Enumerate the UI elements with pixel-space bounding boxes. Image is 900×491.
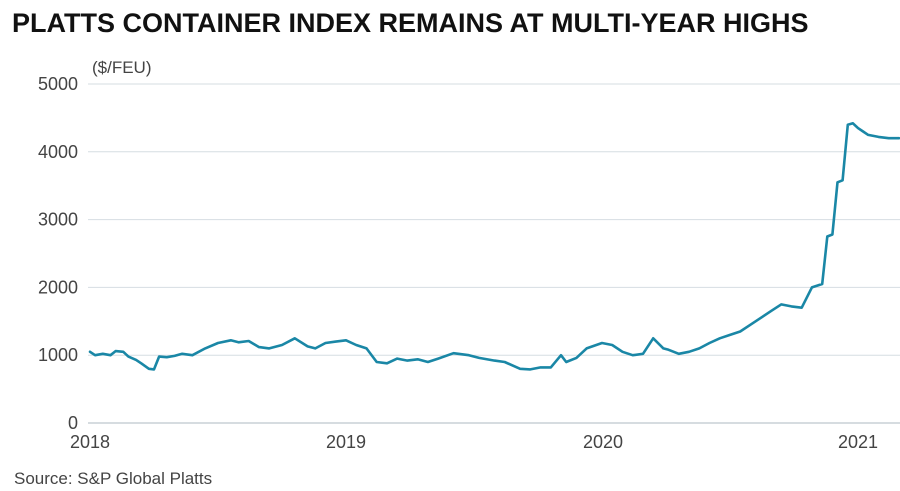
series-line <box>88 122 900 371</box>
x-tick-label: 2021 <box>838 432 878 452</box>
y-tick-label: 2000 <box>38 277 78 297</box>
y-tick-label: 3000 <box>38 210 78 230</box>
y-axis-unit-label: ($/FEU) <box>92 58 152 77</box>
gridlines <box>88 83 900 356</box>
x-axis-ticks: 2018 2019 2020 2021 <box>70 432 878 452</box>
y-axis-ticks: 0 1000 2000 3000 4000 5000 <box>38 74 78 433</box>
y-tick-label: 5000 <box>38 74 78 94</box>
x-tick-label: 2020 <box>583 432 623 452</box>
chart-title: PLATTS CONTAINER INDEX REMAINS AT MULTI-… <box>12 8 809 38</box>
x-tick-label: 2018 <box>70 432 110 452</box>
x-tick-label: 2019 <box>326 432 366 452</box>
y-tick-label: 1000 <box>38 345 78 365</box>
y-tick-label: 0 <box>68 413 78 433</box>
y-tick-label: 4000 <box>38 142 78 162</box>
source-note: Source: S&P Global Platts <box>14 469 212 488</box>
